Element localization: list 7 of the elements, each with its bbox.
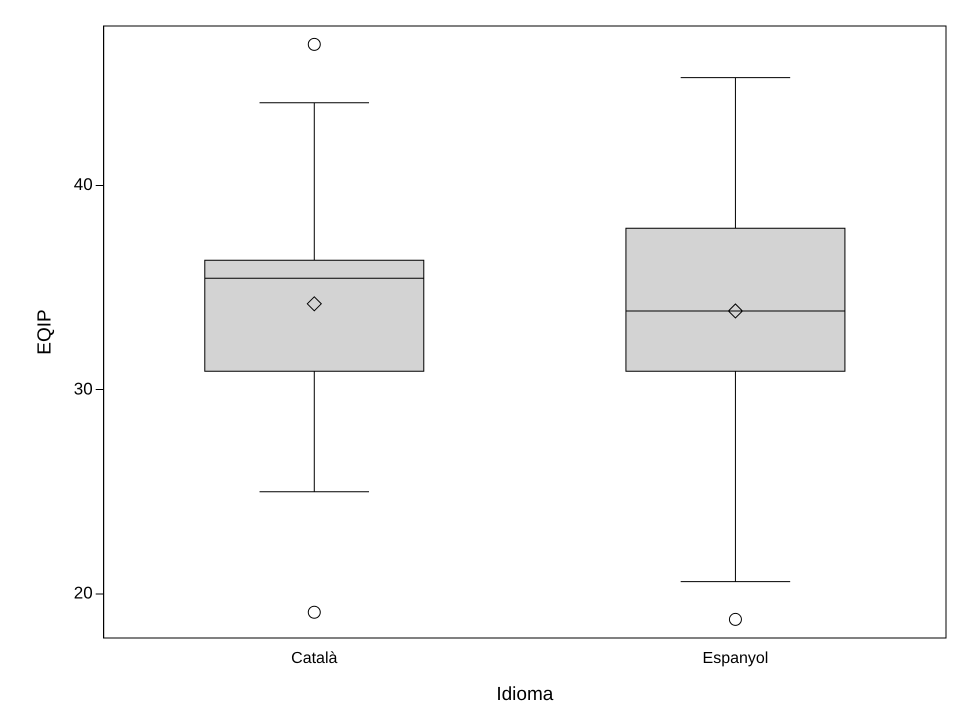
- x-axis-title: Idioma: [496, 684, 554, 705]
- y-tick-label: 20: [74, 584, 93, 603]
- y-tick-label: 30: [74, 379, 93, 398]
- y-tick-label: 40: [74, 175, 93, 194]
- y-axis-title: EQIP: [34, 309, 56, 355]
- x-tick-label: Espanyol: [702, 650, 768, 668]
- x-tick-label: Català: [291, 650, 338, 668]
